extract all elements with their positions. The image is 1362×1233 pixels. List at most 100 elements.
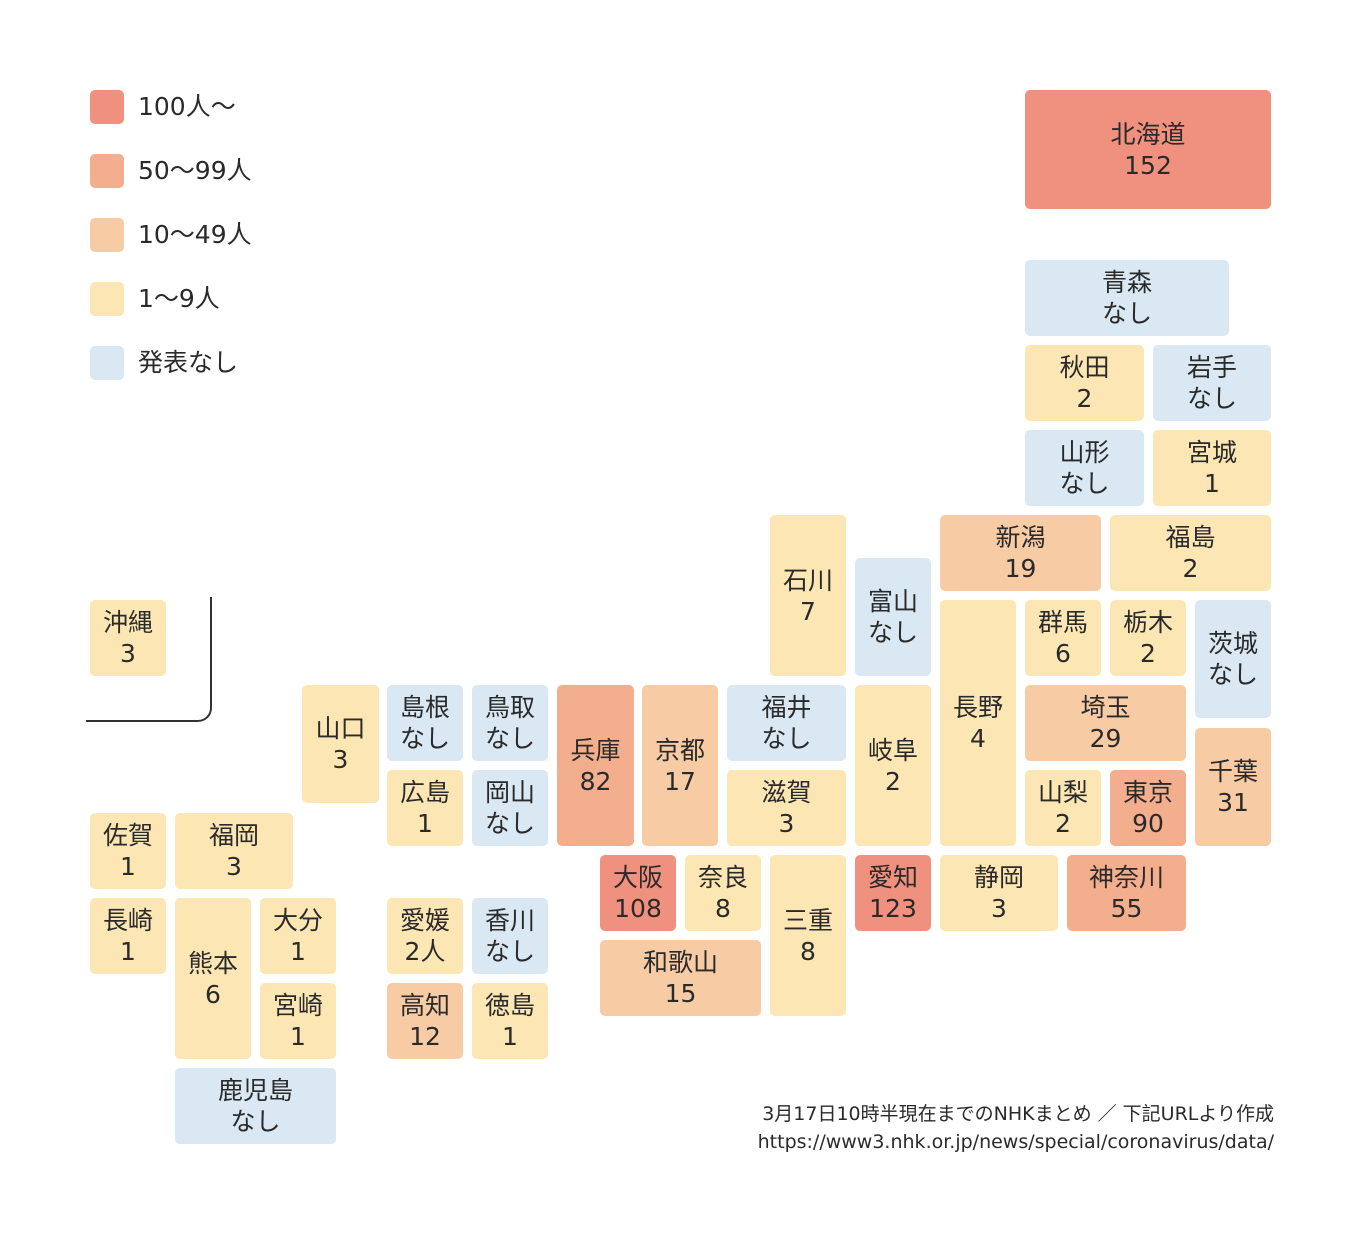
prefecture-count: 2 (1140, 639, 1156, 668)
prefecture-name: 岐阜 (867, 735, 918, 765)
prefecture-name: 沖縄 (102, 608, 153, 637)
legend-label: 50〜99人 (138, 156, 252, 185)
legend-label: 1〜9人 (138, 284, 220, 313)
prefecture-name: 埼玉 (1080, 693, 1131, 722)
legend-item: 50〜99人 (90, 153, 252, 189)
prefecture-tile-ehime: 愛媛 2人 (387, 898, 463, 974)
prefecture-tile-yamagata: 山形 なし (1025, 430, 1144, 506)
prefecture-tile-nagasaki: 長崎 1 (90, 898, 166, 974)
prefecture-name: 三重 (782, 905, 833, 935)
prefecture-tile-wakayama: 和歌山 15 (600, 940, 761, 1016)
prefecture-tile-saitama: 埼玉 29 (1025, 685, 1186, 761)
prefecture-tile-kyoto: 京都 17 (642, 685, 718, 846)
prefecture-name: 宮崎 (272, 991, 323, 1020)
prefecture-name: 奈良 (697, 863, 748, 892)
prefecture-tile-niigata: 新潟 19 (940, 515, 1101, 591)
legend-label: 100人〜 (138, 92, 236, 121)
prefecture-tile-ishikawa: 石川 7 (770, 515, 846, 676)
prefecture-count: 3 (120, 639, 136, 668)
prefecture-count: 15 (664, 979, 697, 1008)
prefecture-tile-aichi: 愛知 123 (855, 855, 931, 931)
okinawa-inset-divider (86, 597, 212, 722)
prefecture-count: なし (484, 809, 535, 838)
prefecture-tile-iwate: 岩手 なし (1153, 345, 1271, 421)
prefecture-tile-gunma: 群馬 6 (1025, 600, 1101, 676)
prefecture-name: 静岡 (973, 863, 1024, 892)
prefecture-count: 123 (869, 894, 917, 923)
prefecture-count: 2 (1055, 809, 1071, 838)
prefecture-tile-oita: 大分 1 (260, 898, 336, 974)
prefecture-count: 108 (614, 894, 662, 923)
prefecture-name: 和歌山 (642, 948, 718, 977)
prefecture-count: なし (230, 1107, 281, 1136)
prefecture-name: 兵庫 (570, 735, 621, 765)
prefecture-count: なし (399, 724, 450, 753)
prefecture-tile-okinawa: 沖縄 3 (90, 600, 166, 676)
prefecture-count: 8 (800, 936, 816, 966)
prefecture-count: 4 (970, 724, 986, 753)
prefecture-name: 茨城 (1207, 629, 1258, 658)
prefecture-count: 55 (1110, 894, 1143, 923)
legend-swatch (90, 218, 124, 252)
prefecture-name: 佐賀 (102, 821, 153, 850)
prefecture-name: 鹿児島 (217, 1076, 293, 1105)
prefecture-tile-fukui: 福井 なし (727, 685, 846, 761)
prefecture-tile-yamanashi: 山梨 2 (1025, 770, 1101, 846)
prefecture-name: 鳥取 (484, 693, 535, 722)
prefecture-tile-gifu: 岐阜 2 (855, 685, 931, 846)
prefecture-count: 1 (1204, 469, 1220, 498)
legend-item: 1〜9人 (90, 281, 220, 317)
prefecture-count: 3 (226, 852, 242, 881)
prefecture-tile-chiba: 千葉 31 (1195, 728, 1271, 846)
prefecture-count: 1 (502, 1022, 518, 1051)
prefecture-name: 岩手 (1186, 353, 1237, 382)
prefecture-tile-kagawa: 香川 なし (472, 898, 548, 974)
prefecture-count: 82 (579, 766, 612, 796)
prefecture-count: 29 (1089, 724, 1122, 753)
prefecture-name: 東京 (1122, 778, 1173, 807)
legend-swatch (90, 346, 124, 380)
prefecture-count: 1 (417, 809, 433, 838)
legend-item: 100人〜 (90, 89, 236, 125)
prefecture-count: 2 (885, 766, 901, 796)
prefecture-name: 愛知 (867, 863, 918, 892)
prefecture-count: なし (1207, 660, 1258, 689)
prefecture-tile-shimane: 島根 なし (387, 685, 463, 761)
prefecture-name: 福井 (761, 693, 812, 722)
legend-swatch (90, 154, 124, 188)
prefecture-count: 1 (120, 937, 136, 966)
prefecture-name: 北海道 (1110, 119, 1186, 149)
prefecture-tile-fukushima: 福島 2 (1110, 515, 1271, 591)
prefecture-name: 長崎 (102, 906, 153, 935)
prefecture-name: 香川 (484, 906, 535, 935)
prefecture-tile-kochi: 高知 12 (387, 983, 463, 1059)
prefecture-count: なし (1186, 384, 1237, 413)
prefecture-name: 山梨 (1037, 778, 1088, 807)
prefecture-tile-hokkaido: 北海道 152 (1025, 90, 1271, 209)
prefecture-tile-akita: 秋田 2 (1025, 345, 1144, 421)
prefecture-name: 岡山 (484, 778, 535, 807)
prefecture-tile-miyagi: 宮城 1 (1153, 430, 1271, 506)
legend-swatch (90, 282, 124, 316)
prefecture-tile-miyazaki: 宮崎 1 (260, 983, 336, 1059)
prefecture-count: 152 (1124, 150, 1172, 180)
prefecture-count: 1 (290, 937, 306, 966)
prefecture-count: 3 (332, 745, 349, 774)
prefecture-name: 京都 (654, 735, 705, 765)
prefecture-tile-ibaraki: 茨城 なし (1195, 600, 1271, 718)
prefecture-count: なし (1101, 299, 1152, 328)
prefecture-name: 徳島 (484, 991, 535, 1020)
prefecture-count: 2人 (404, 937, 446, 966)
legend-item: 発表なし (90, 345, 238, 381)
prefecture-tile-tochigi: 栃木 2 (1110, 600, 1186, 676)
prefecture-name: 青森 (1101, 268, 1152, 297)
prefecture-count: なし (1059, 469, 1110, 498)
prefecture-name: 大分 (272, 906, 323, 935)
prefecture-count: 2 (1182, 554, 1199, 583)
prefecture-tile-fukuoka: 福岡 3 (175, 813, 293, 889)
prefecture-count: 90 (1132, 809, 1164, 838)
prefecture-name: 滋賀 (761, 778, 812, 807)
prefecture-tile-mie: 三重 8 (770, 855, 846, 1016)
prefecture-tile-shizuoka: 静岡 3 (940, 855, 1058, 931)
legend-swatch (90, 90, 124, 124)
